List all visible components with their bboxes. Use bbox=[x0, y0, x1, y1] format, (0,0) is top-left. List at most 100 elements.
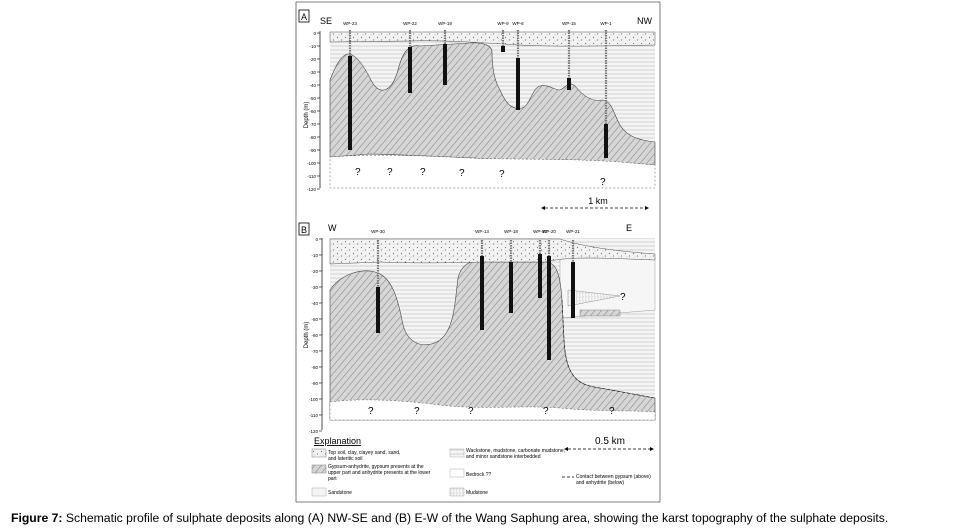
legend-label: Gypsum-anhydrite, gypsum presents at the bbox=[328, 464, 424, 470]
y-tick-label: -50 bbox=[309, 96, 316, 101]
panel-a-unknown-mark: ? bbox=[387, 167, 393, 178]
panel-a-unknown-mark: ? bbox=[459, 168, 465, 179]
y-tick-label: 0 bbox=[313, 31, 316, 36]
panel-b-contact-line bbox=[561, 299, 656, 399]
panel-b-y-ticks: 0 -10 -20 -30 -40 -50 -60 -70 -80 -90 -100 -110 -120 bbox=[309, 237, 322, 434]
y-tick-label: -10 bbox=[309, 44, 316, 49]
well-label: WP-10 bbox=[533, 229, 547, 234]
well-label: WP-23 bbox=[343, 21, 357, 26]
panel-b-unknown-mark: ? bbox=[468, 406, 474, 417]
borehole-gypsum-interval bbox=[348, 56, 352, 150]
legend-swatch-bedrock bbox=[449, 468, 465, 478]
well-label: WP-9 bbox=[497, 21, 509, 26]
panel-a-scale-arrow-left bbox=[541, 206, 545, 210]
legend: Explanation Top soil, clay, clayey sand,… bbox=[311, 436, 651, 497]
panel-a-scale-label: 1 km bbox=[588, 196, 608, 206]
panel-a-box bbox=[298, 9, 310, 23]
panel-b-y-label: Depth (m) bbox=[304, 322, 310, 349]
y-tick-label: -70 bbox=[311, 349, 318, 354]
y-tick-label: -60 bbox=[309, 109, 316, 114]
y-tick-label: -80 bbox=[311, 365, 318, 370]
borehole-gypsum-interval bbox=[571, 262, 575, 318]
legend-label: Sandstone bbox=[328, 490, 352, 496]
panel-b-scale-arrow-right bbox=[650, 447, 654, 451]
panel-a-left-direction: SE bbox=[320, 16, 332, 26]
well-label: WP-8 bbox=[512, 21, 524, 26]
panel-b-unknown-mark: ? bbox=[368, 406, 374, 417]
panel-a-scale-arrow-right bbox=[645, 206, 649, 210]
borehole-gypsum-interval bbox=[567, 78, 571, 90]
y-tick-label: -30 bbox=[309, 70, 316, 75]
legend-label: Contact between gypsum (above) bbox=[576, 474, 651, 480]
panel-b-box bbox=[298, 222, 310, 236]
panel-a-bedrock bbox=[329, 154, 656, 189]
legend-label: and lateritic soil bbox=[328, 456, 362, 462]
y-tick-label: -120 bbox=[307, 187, 317, 192]
panel-b-scale-label: 0.5 km bbox=[595, 436, 625, 447]
y-tick-label: -90 bbox=[309, 148, 316, 153]
well-label: WP-19 bbox=[438, 21, 452, 26]
borehole-gypsum-interval bbox=[501, 46, 505, 52]
panel-a: A SE NW Depth (m) 0 -10 -20 -30 -40 -50 -60 -70… bbox=[298, 9, 656, 210]
y-tick-label: -90 bbox=[311, 381, 318, 386]
borehole-gypsum-interval bbox=[516, 58, 520, 110]
panel-a-y-label: Depth (m) bbox=[304, 102, 310, 129]
borehole-gypsum-interval bbox=[509, 262, 513, 313]
well-label: WP-15 bbox=[562, 21, 576, 26]
panel-b-right-direction: E bbox=[626, 223, 632, 233]
legend-swatch-gypsum bbox=[311, 464, 327, 474]
y-tick-label: -100 bbox=[307, 161, 317, 166]
panel-b-gypsum-body bbox=[329, 260, 656, 421]
y-tick-label: -110 bbox=[309, 413, 318, 418]
figure-caption: Figure 7: Schematic profile of sulphate … bbox=[11, 511, 946, 525]
panel-a-unknown-mark: ? bbox=[600, 177, 606, 188]
well-label: WP-30 bbox=[371, 229, 385, 234]
panel-a-unknown-mark: ? bbox=[355, 167, 361, 178]
y-tick-label: -40 bbox=[311, 301, 318, 306]
panel-b-left-direction: W bbox=[328, 223, 337, 233]
legend-swatch-mudstone bbox=[449, 487, 465, 497]
panel-b-unknown-mark: ? bbox=[609, 406, 615, 417]
y-tick-label: -110 bbox=[307, 174, 316, 179]
y-tick-label: -20 bbox=[309, 57, 316, 62]
panel-a-wells: WP-23 WP-22 WP-19 WP-9 WP-8 WP-15 WP-1 bbox=[343, 21, 612, 158]
panel-a-topsoil bbox=[329, 31, 656, 47]
figure-caption-text: Schematic profile of sulphate deposits a… bbox=[62, 511, 889, 525]
panel-b-mudstone-lens bbox=[567, 289, 621, 307]
legend-label: part bbox=[328, 476, 337, 482]
panel-b-unknown-mark: ? bbox=[620, 292, 626, 303]
y-tick-label: -30 bbox=[311, 285, 318, 290]
panel-b-unknown-mark: ? bbox=[543, 406, 549, 417]
borehole-gypsum-interval bbox=[480, 256, 484, 330]
y-tick-label: -50 bbox=[311, 317, 318, 322]
well-label: WP-1 bbox=[600, 21, 612, 26]
borehole-gypsum-interval bbox=[376, 287, 380, 333]
figure-caption-label: Figure 7: bbox=[11, 511, 63, 525]
well-label: WP-21 bbox=[566, 229, 580, 234]
panel-a-letter: A bbox=[301, 12, 307, 22]
y-tick-label: -80 bbox=[309, 135, 316, 140]
y-tick-label: -20 bbox=[311, 269, 318, 274]
y-tick-label: -10 bbox=[311, 253, 318, 258]
panel-b-bedrock bbox=[329, 399, 656, 421]
panel-a-right-direction: NW bbox=[637, 16, 652, 26]
borehole-gypsum-interval bbox=[604, 124, 608, 158]
panel-b-unknown-mark: ? bbox=[414, 406, 420, 417]
y-tick-label: -120 bbox=[309, 429, 319, 434]
y-tick-label: -100 bbox=[309, 397, 319, 402]
legend-label: and anhydrite (below) bbox=[576, 480, 624, 486]
legend-label: Mudstone bbox=[466, 490, 488, 496]
well-label: WP-20 bbox=[542, 229, 556, 234]
borehole-gypsum-interval bbox=[538, 254, 542, 298]
well-label: WP-13 bbox=[475, 229, 489, 234]
legend-label: and minor sandstone interbedded bbox=[466, 454, 541, 460]
legend-label: Top soil, clay, clayey sand, sand, bbox=[328, 450, 400, 456]
panel-a-y-ticks: 0 -10 -20 -30 -40 -50 -60 -70 -80 -90 -100 -110 -120 bbox=[307, 31, 320, 192]
legend-swatch-wackestone bbox=[449, 448, 465, 458]
legend-swatch-topsoil bbox=[311, 448, 327, 458]
well-label: WP-18 bbox=[504, 229, 518, 234]
legend-label: Wackstone, mudstone, carbonate mudstone, bbox=[466, 448, 565, 454]
panel-b-scale-arrow-left bbox=[564, 447, 568, 451]
